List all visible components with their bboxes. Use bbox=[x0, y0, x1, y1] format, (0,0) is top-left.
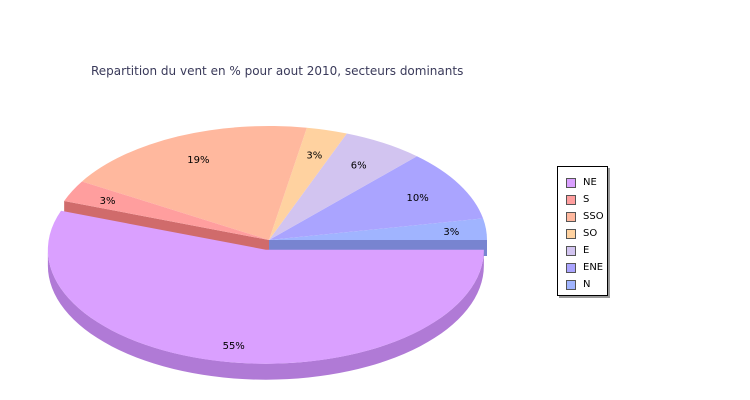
slice-label-sso: 19% bbox=[187, 155, 209, 166]
legend-item-ene: ENE bbox=[558, 259, 607, 276]
legend-label: ENE bbox=[583, 262, 604, 273]
pie-slice-n bbox=[269, 218, 487, 240]
legend-label: E bbox=[583, 245, 590, 256]
legend-label: S bbox=[583, 194, 590, 205]
legend-item-ne: NE bbox=[558, 174, 607, 191]
pie-slice-e bbox=[269, 133, 417, 240]
pie-slice-sso bbox=[81, 126, 307, 240]
slice-label-so: 3% bbox=[306, 150, 322, 161]
pie-slice-so bbox=[269, 127, 347, 240]
legend-swatch bbox=[566, 211, 576, 222]
legend-item-e: E bbox=[558, 242, 607, 259]
legend-label: SSO bbox=[583, 211, 604, 222]
slice-label-e: 6% bbox=[351, 160, 367, 171]
legend: NE S SSO SO E ENE N bbox=[557, 166, 608, 296]
legend-swatch bbox=[566, 245, 576, 256]
pie-slice-ne bbox=[47, 210, 484, 364]
pie-slice-ene bbox=[269, 156, 484, 240]
legend-swatch bbox=[566, 279, 576, 290]
slice-label-ne: 55% bbox=[223, 341, 245, 352]
legend-swatch bbox=[566, 262, 576, 273]
legend-item-n: N bbox=[558, 276, 607, 293]
legend-label: N bbox=[583, 279, 591, 290]
pie-slice-s bbox=[64, 181, 270, 240]
slice-label-s: 3% bbox=[100, 196, 116, 207]
slice-label-n: 3% bbox=[443, 227, 459, 238]
legend-item-so: SO bbox=[558, 225, 607, 242]
legend-swatch bbox=[566, 228, 576, 239]
legend-label: NE bbox=[583, 177, 597, 188]
legend-swatch bbox=[566, 194, 576, 205]
legend-item-sso: SSO bbox=[558, 208, 607, 225]
chart-title: Repartition du vent en % pour aout 2010,… bbox=[91, 64, 464, 78]
legend-item-s: S bbox=[558, 191, 607, 208]
legend-label: SO bbox=[583, 228, 598, 239]
legend-swatch bbox=[566, 177, 576, 188]
slice-label-ene: 10% bbox=[406, 193, 428, 204]
